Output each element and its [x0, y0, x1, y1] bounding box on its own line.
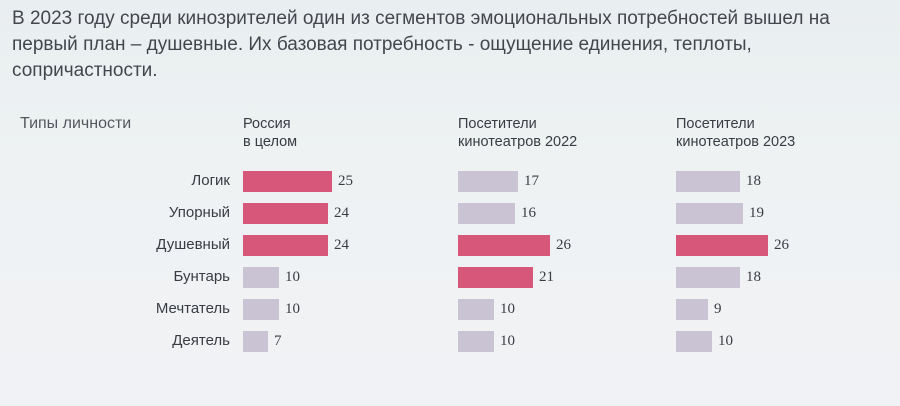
- series-header: Посетители кинотеатров 2023: [676, 115, 795, 151]
- data-label: 24: [334, 205, 349, 221]
- data-label: 18: [746, 269, 761, 285]
- category-label: Мечтатель: [155, 300, 230, 317]
- bar: [243, 171, 332, 192]
- series-header-line: в целом: [243, 134, 298, 150]
- data-label: 21: [539, 269, 554, 285]
- data-label: 25: [338, 173, 353, 189]
- series-header: Россия в целом: [243, 115, 297, 151]
- bar: [676, 171, 740, 192]
- bar: [458, 331, 494, 352]
- bar: [458, 171, 518, 192]
- headline: В 2023 году среди кинозрителей один из с…: [12, 6, 892, 84]
- category-axis-label: Типы личности: [20, 115, 132, 132]
- bar: [243, 331, 268, 352]
- series-header: Посетители кинотеатров 2022: [458, 115, 577, 151]
- series-header-line: Посетители: [458, 116, 537, 132]
- bar: [243, 299, 279, 320]
- category-label: Бунтарь: [173, 268, 231, 285]
- data-label: 19: [749, 205, 764, 221]
- category-label: Деятель: [172, 332, 230, 349]
- data-label: 18: [746, 173, 761, 189]
- category-label: Упорный: [168, 204, 230, 221]
- headline-line-2: первый план – душевные. Их базовая потре…: [12, 34, 752, 81]
- data-label: 10: [285, 301, 300, 317]
- data-label: 7: [274, 333, 282, 349]
- data-label: 9: [714, 301, 722, 317]
- bar: [243, 235, 328, 256]
- bar: [676, 299, 708, 320]
- category-label: Логик: [191, 172, 230, 189]
- data-label: 24: [334, 237, 349, 253]
- series-header-line: Посетители: [676, 116, 755, 132]
- bar: [676, 203, 743, 224]
- data-label: 26: [556, 237, 571, 253]
- bar: [458, 299, 494, 320]
- bar: [676, 267, 740, 288]
- series-header-line: кинотеатров 2022: [458, 134, 578, 150]
- series-header-line: кинотеатров 2023: [676, 134, 796, 150]
- data-label: 16: [521, 205, 536, 221]
- data-label: 10: [718, 333, 733, 349]
- bar: [458, 235, 550, 256]
- bar: [458, 203, 515, 224]
- headline-line-1: В 2023 году среди кинозрителей один из с…: [12, 8, 830, 29]
- data-label: 10: [500, 301, 515, 317]
- bar: [243, 267, 279, 288]
- data-label: 17: [524, 173, 539, 189]
- bar: [676, 235, 768, 256]
- data-label: 26: [774, 237, 789, 253]
- data-label: 10: [500, 333, 515, 349]
- category-label: Душевный: [156, 236, 230, 253]
- bar: [243, 203, 328, 224]
- series-header-line: Россия: [243, 116, 291, 132]
- data-label: 10: [285, 269, 300, 285]
- bar: [676, 331, 712, 352]
- bar: [458, 267, 533, 288]
